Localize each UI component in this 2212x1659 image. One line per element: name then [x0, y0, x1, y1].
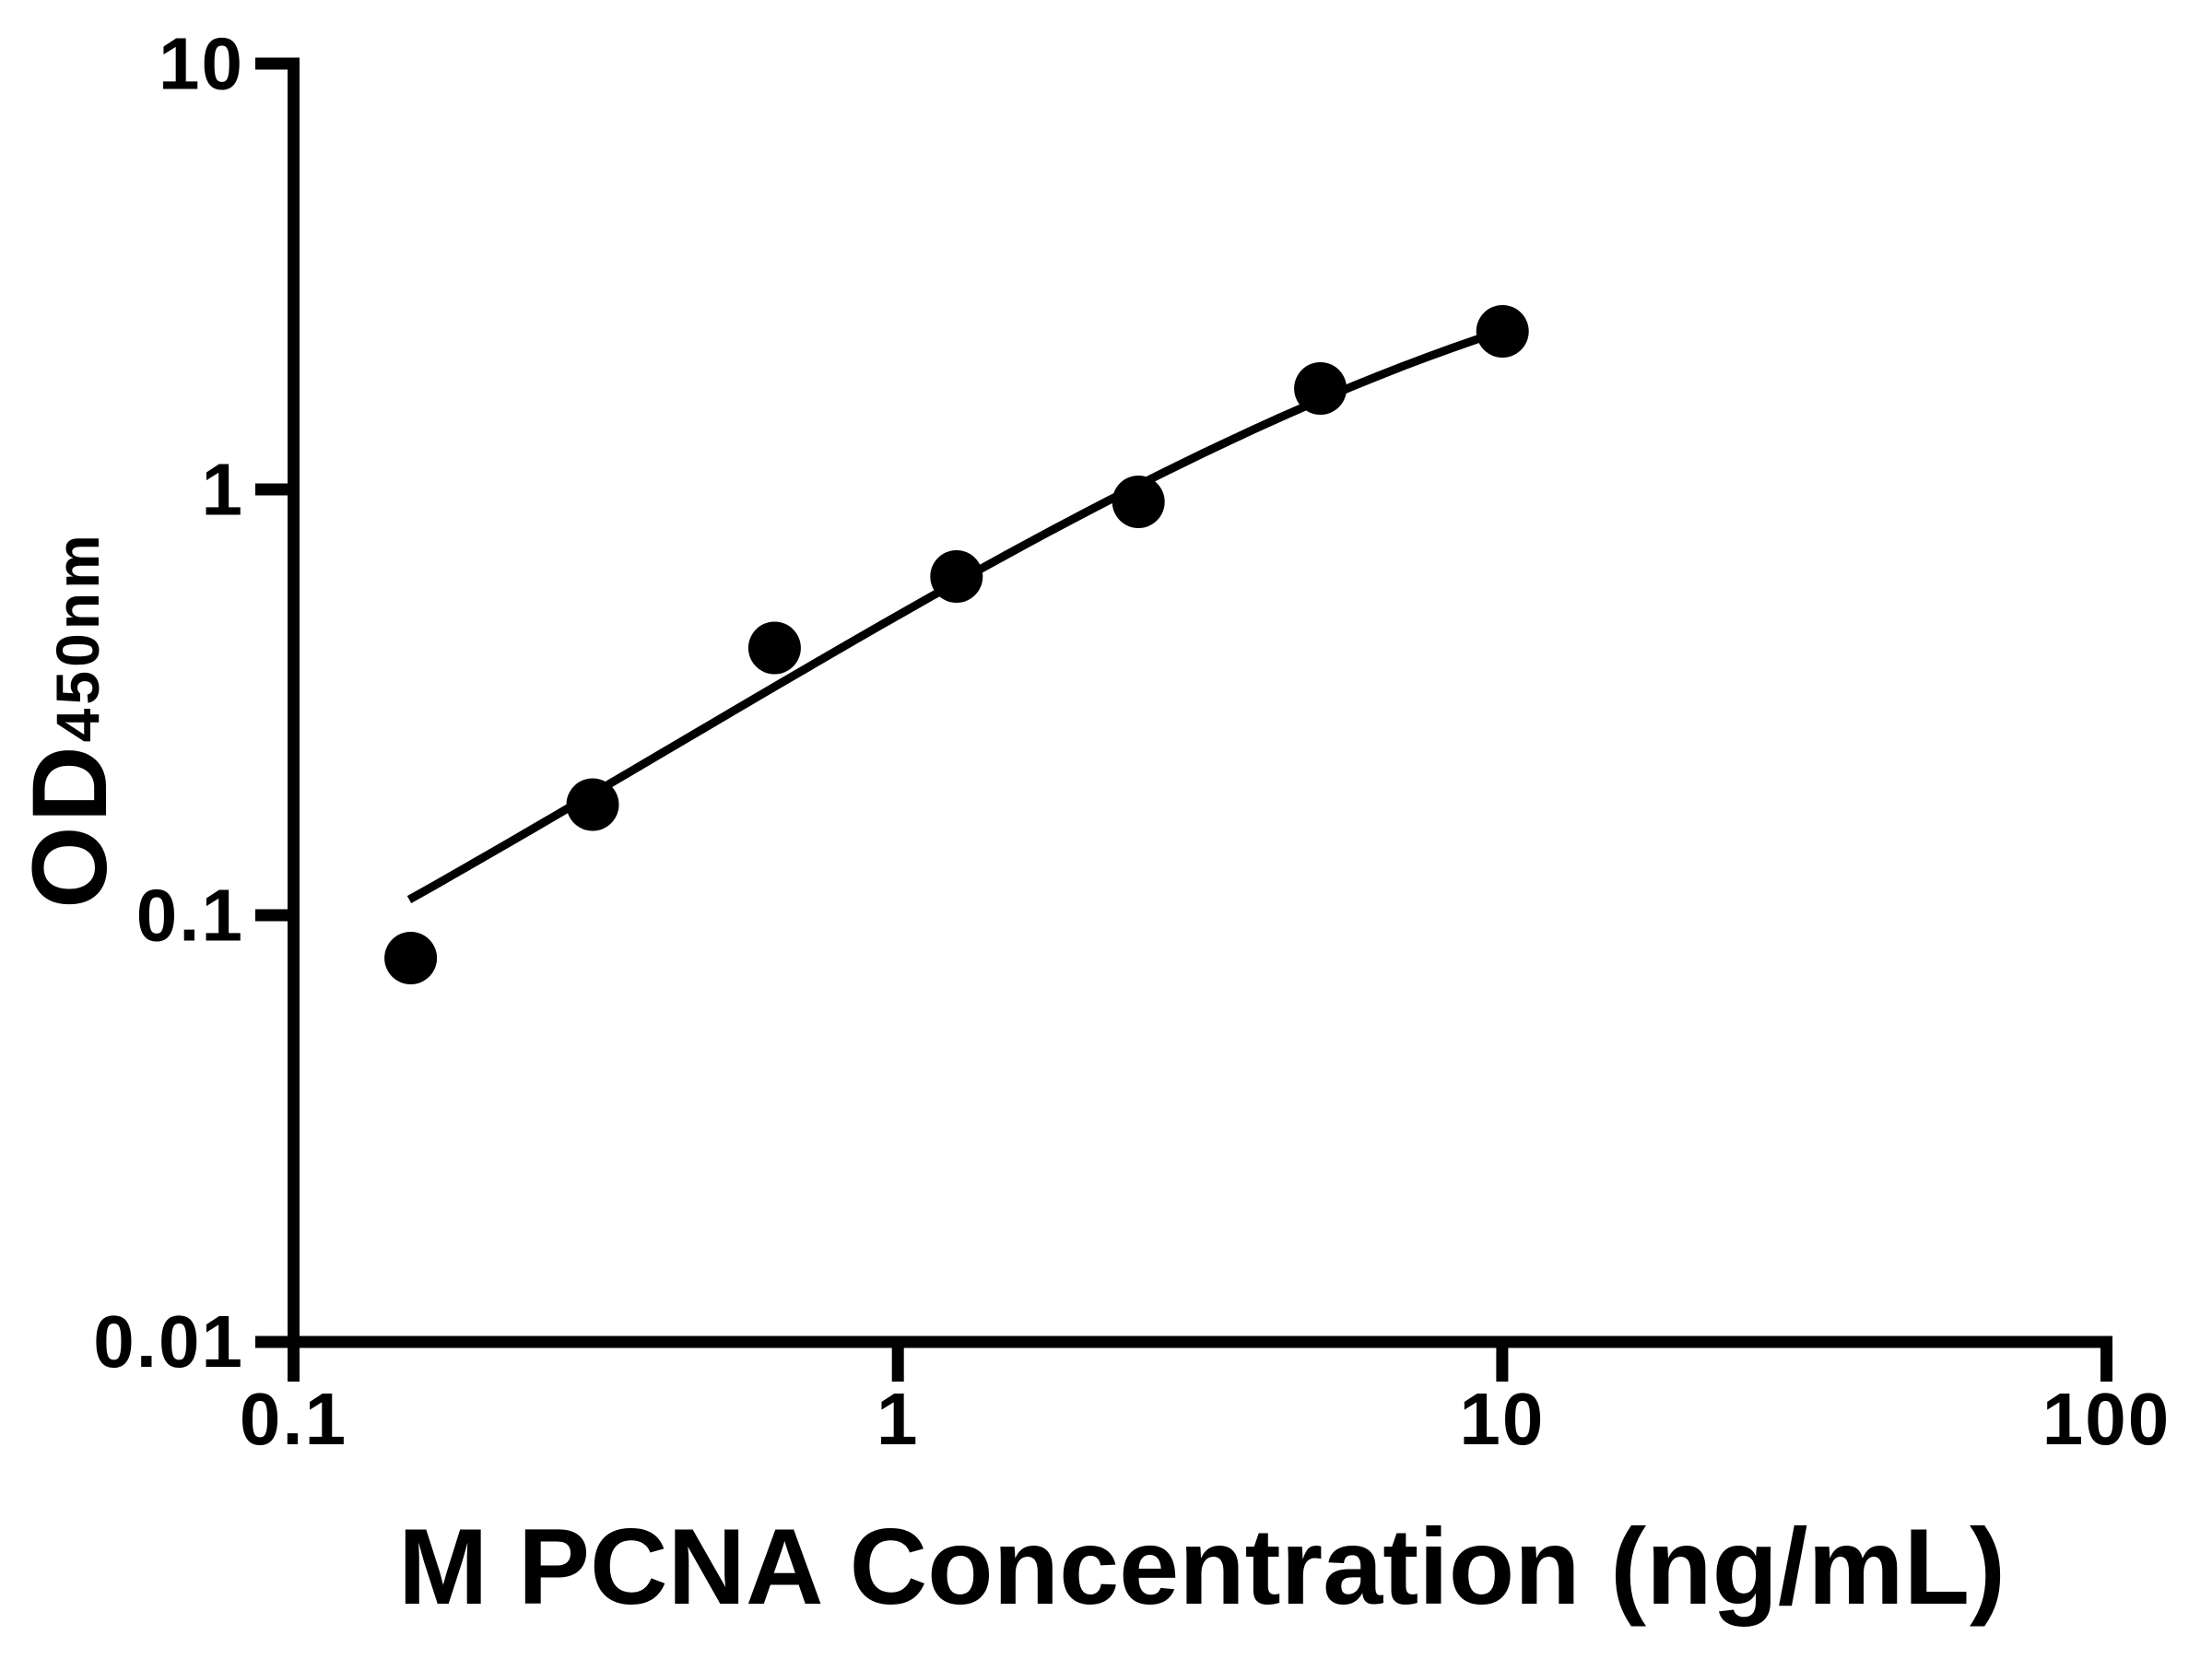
svg-text:0.01: 0.01: [93, 1300, 244, 1382]
svg-text:1: 1: [202, 449, 245, 531]
svg-text:0.1: 0.1: [136, 875, 244, 957]
svg-text:M PCNA Concentration (ng/mL): M PCNA Concentration (ng/mL): [398, 1506, 2006, 1627]
svg-text:10: 10: [159, 23, 244, 105]
svg-text:100: 100: [2042, 1378, 2171, 1460]
svg-text:1: 1: [877, 1378, 920, 1460]
svg-text:10: 10: [1459, 1378, 1545, 1460]
svg-text:OD450nm: OD450nm: [11, 531, 129, 909]
svg-text:0.1: 0.1: [240, 1378, 347, 1460]
